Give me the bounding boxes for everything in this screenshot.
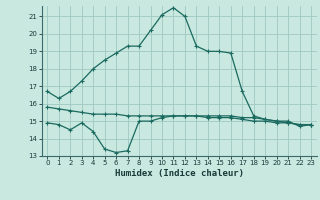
X-axis label: Humidex (Indice chaleur): Humidex (Indice chaleur) xyxy=(115,169,244,178)
